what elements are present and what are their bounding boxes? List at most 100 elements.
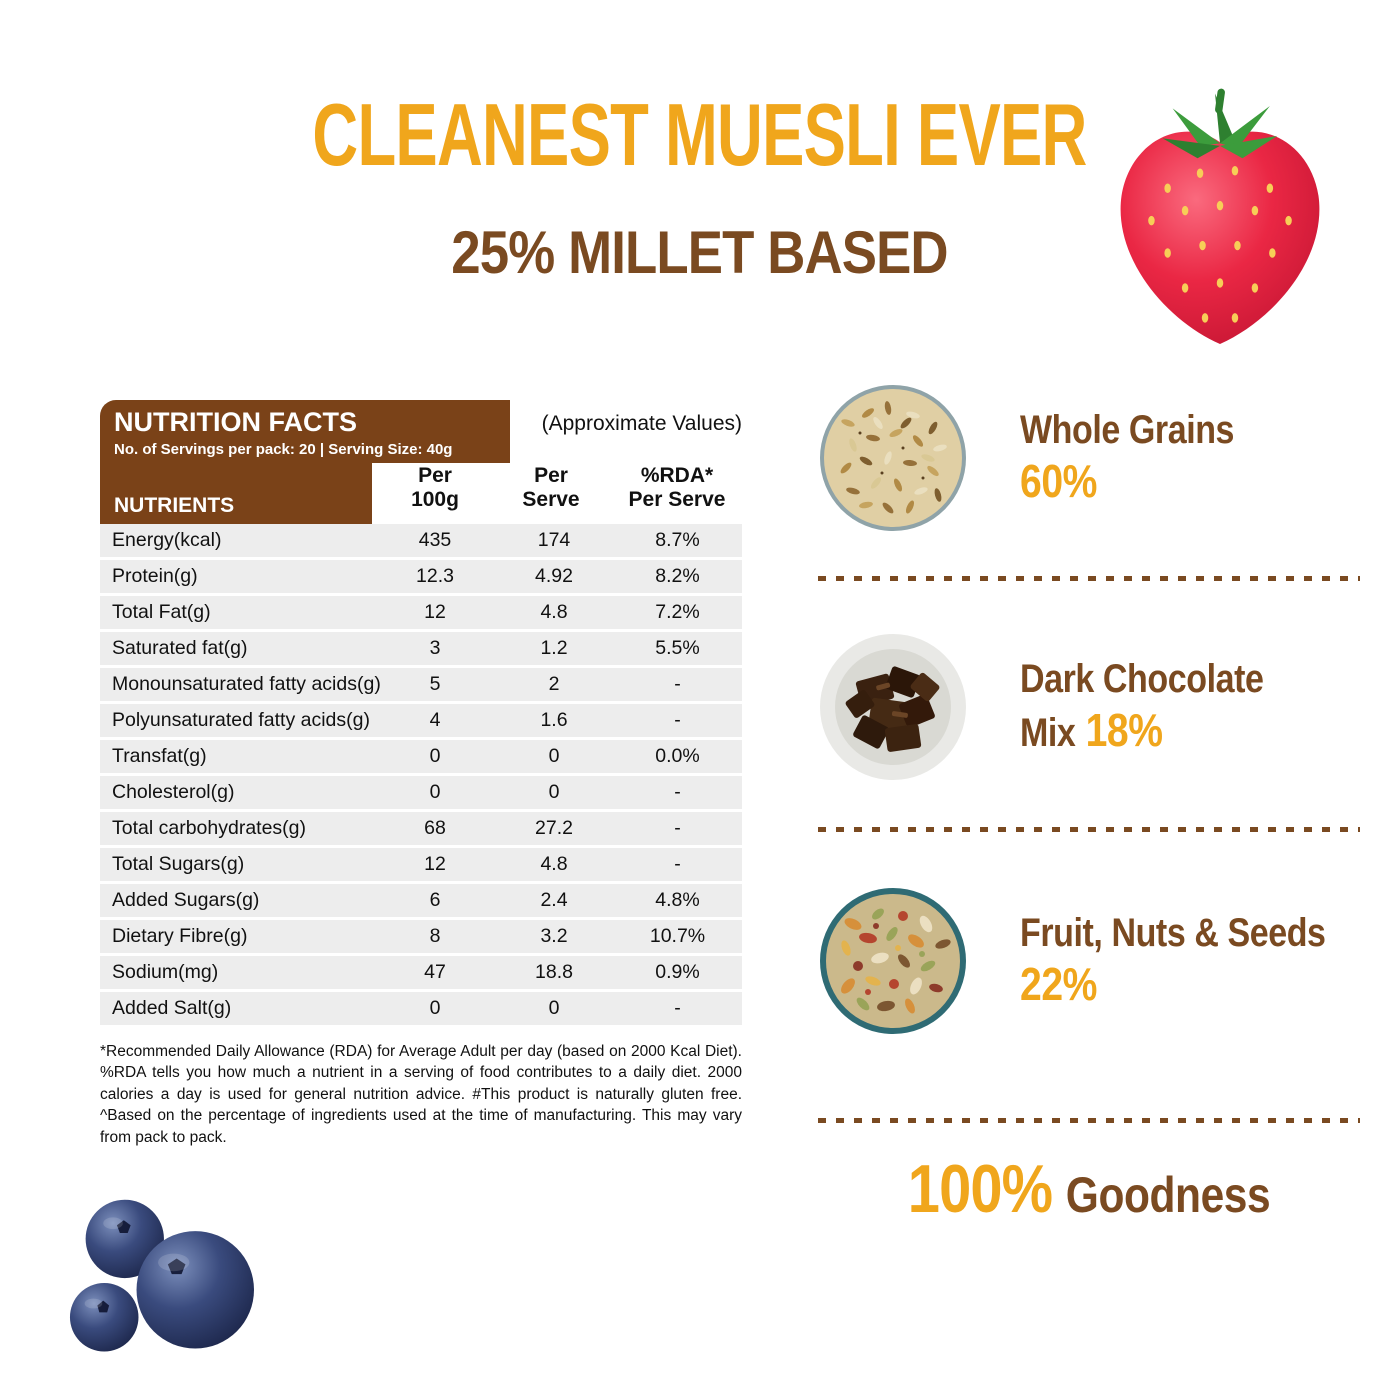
nutrient-name: Sodium(mg): [112, 961, 219, 983]
dark-chocolate-photo: [818, 632, 968, 782]
dotted-divider: [818, 827, 1360, 832]
ingredient-percent: 60%: [1020, 455, 1097, 508]
ingredient-percent: 22%: [1020, 958, 1097, 1011]
nutrient-name: Total Sugars(g): [112, 853, 245, 875]
goodness-label: Goodness: [1065, 1167, 1271, 1223]
blueberries-image: [48, 1188, 274, 1374]
per-100g-value: 0: [429, 745, 441, 767]
rda-value: -: [674, 817, 681, 839]
column-header-nutrients: NUTRIENTS: [114, 494, 235, 517]
ingredient-text: Whole Grains 60%: [1020, 407, 1234, 508]
dotted-divider: [818, 1118, 1360, 1123]
nutrient-name: Added Sugars(g): [112, 889, 260, 911]
rda-value: 0.9%: [655, 961, 700, 983]
table-row: Dietary Fibre(g) 8 3.2 10.7%: [100, 920, 742, 953]
per-serve-value: 1.6: [540, 709, 568, 731]
header-brown-band-lower: [100, 463, 372, 524]
table-row: Total carbohydrates(g) 68 27.2 -: [100, 812, 742, 845]
nutrient-name: Cholesterol(g): [112, 781, 235, 803]
goodness-percent: 100%: [907, 1151, 1053, 1227]
per-100g-value: 12: [424, 853, 446, 875]
ingredient-text: Fruit, Nuts & Seeds 22%: [1020, 910, 1326, 1011]
ingredient-whole-grains: Whole Grains 60%: [818, 383, 1272, 533]
rda-value: 8.7%: [655, 529, 700, 551]
per-100g-value: 4: [429, 709, 441, 731]
table-row: Total Fat(g) 12 4.8 7.2%: [100, 596, 742, 629]
table-row: Sodium(mg) 47 18.8 0.9%: [100, 956, 742, 989]
fruit-nuts-seeds-photo: [818, 886, 968, 1036]
nutrient-name: Protein(g): [112, 565, 198, 587]
rda-value: 4.8%: [655, 889, 700, 911]
approximate-values-note: (Approximate Values): [541, 412, 742, 435]
column-header-per-serve: Per Serve: [522, 464, 580, 512]
rda-value: 10.7%: [649, 925, 706, 947]
table-row: Polyunsaturated fatty acids(g) 4 1.6 -: [100, 704, 742, 737]
nutrition-facts-table: NUTRITION FACTS (Approximate Values) No.…: [100, 400, 742, 1148]
per-100g-value: 0: [429, 997, 441, 1019]
per-serve-value: 1.2: [540, 637, 568, 659]
nutrient-name: Polyunsaturated fatty acids(g): [112, 709, 370, 731]
whole-grains-photo: [818, 383, 968, 533]
per-serve-value: 2: [548, 673, 560, 695]
per-serve-value: 0: [548, 997, 560, 1019]
servings-info: No. of Servings per pack: 20 | Serving S…: [114, 441, 453, 458]
per-100g-value: 47: [424, 961, 446, 983]
column-header-rda-per-serve: %RDA* Per Serve: [628, 464, 726, 512]
table-row: Saturated fat(g) 3 1.2 5.5%: [100, 632, 742, 665]
dotted-divider: [818, 576, 1360, 581]
ingredient-label: Dark Chocolate: [1020, 657, 1264, 702]
table-row: Total Sugars(g) 12 4.8 -: [100, 848, 742, 881]
column-header-per-100g: Per 100g: [411, 464, 459, 512]
rda-value: -: [674, 673, 681, 695]
nutrient-name: Added Salt(g): [112, 997, 232, 1019]
table-row: Added Salt(g) 0 0 -: [100, 992, 742, 1025]
per-serve-value: 4.8: [540, 853, 568, 875]
ingredient-text: Dark Chocolate Mix 18%: [1020, 656, 1264, 757]
per-serve-value: 27.2: [535, 817, 573, 839]
table-body: Energy(kcal) 435 174 8.7% Protein(g) 12.3 4.9…: [100, 524, 742, 1025]
per-100g-value: 12.3: [416, 565, 454, 587]
ingredient-label: Fruit, Nuts & Seeds: [1020, 911, 1326, 956]
subheadline: 25% MILLET BASED: [451, 219, 948, 286]
rda-value: -: [674, 997, 681, 1019]
per-100g-value: 12: [424, 601, 446, 623]
per-100g-value: 435: [418, 529, 452, 551]
strawberry-image: [1092, 86, 1348, 354]
rda-value: -: [674, 853, 681, 875]
rda-value: -: [674, 709, 681, 731]
rda-footnote: *Recommended Daily Allowance (RDA) for A…: [100, 1043, 742, 1146]
per-serve-value: 174: [537, 529, 571, 551]
nutrient-name: Transfat(g): [112, 745, 207, 767]
per-100g-value: 6: [429, 889, 441, 911]
nutrient-name: Saturated fat(g): [112, 637, 248, 659]
nutrient-name: Energy(kcal): [112, 529, 222, 551]
ingredient-fruit-nuts-seeds: Fruit, Nuts & Seeds 22%: [818, 886, 1379, 1036]
per-serve-value: 2.4: [540, 889, 568, 911]
per-serve-value: 0: [548, 745, 560, 767]
table-row: Protein(g) 12.3 4.92 8.2%: [100, 560, 742, 593]
header-brown-band: [100, 400, 510, 463]
nutrition-facts-title: NUTRITION FACTS: [114, 407, 357, 437]
per-100g-value: 5: [429, 673, 441, 695]
goodness-banner: 100% Goodness: [859, 1150, 1320, 1228]
per-serve-value: 4.92: [535, 565, 573, 587]
rda-value: -: [674, 781, 681, 803]
nutrient-name: Monounsaturated fatty acids(g): [112, 673, 381, 695]
table-row: Monounsaturated fatty acids(g) 5 2 -: [100, 668, 742, 701]
ingredient-label: Whole Grains: [1020, 408, 1235, 453]
ingredient-percent: 18%: [1085, 704, 1163, 757]
table-row: Transfat(g) 0 0 0.0%: [100, 740, 742, 773]
nutrient-name: Dietary Fibre(g): [112, 925, 248, 947]
ingredient-dark-chocolate: Dark Chocolate Mix 18%: [818, 632, 1306, 782]
headline: CLEANEST MUESLI EVER: [312, 85, 1087, 184]
per-100g-value: 3: [429, 637, 441, 659]
table-row: Added Sugars(g) 6 2.4 4.8%: [100, 884, 742, 917]
ingredient-label-line2: Mix: [1020, 711, 1076, 756]
per-serve-value: 18.8: [535, 961, 573, 983]
per-serve-value: 0: [548, 781, 560, 803]
per-100g-value: 68: [424, 817, 446, 839]
table-row: Energy(kcal) 435 174 8.7%: [100, 524, 742, 557]
per-serve-value: 4.8: [540, 601, 568, 623]
rda-value: 5.5%: [655, 637, 700, 659]
